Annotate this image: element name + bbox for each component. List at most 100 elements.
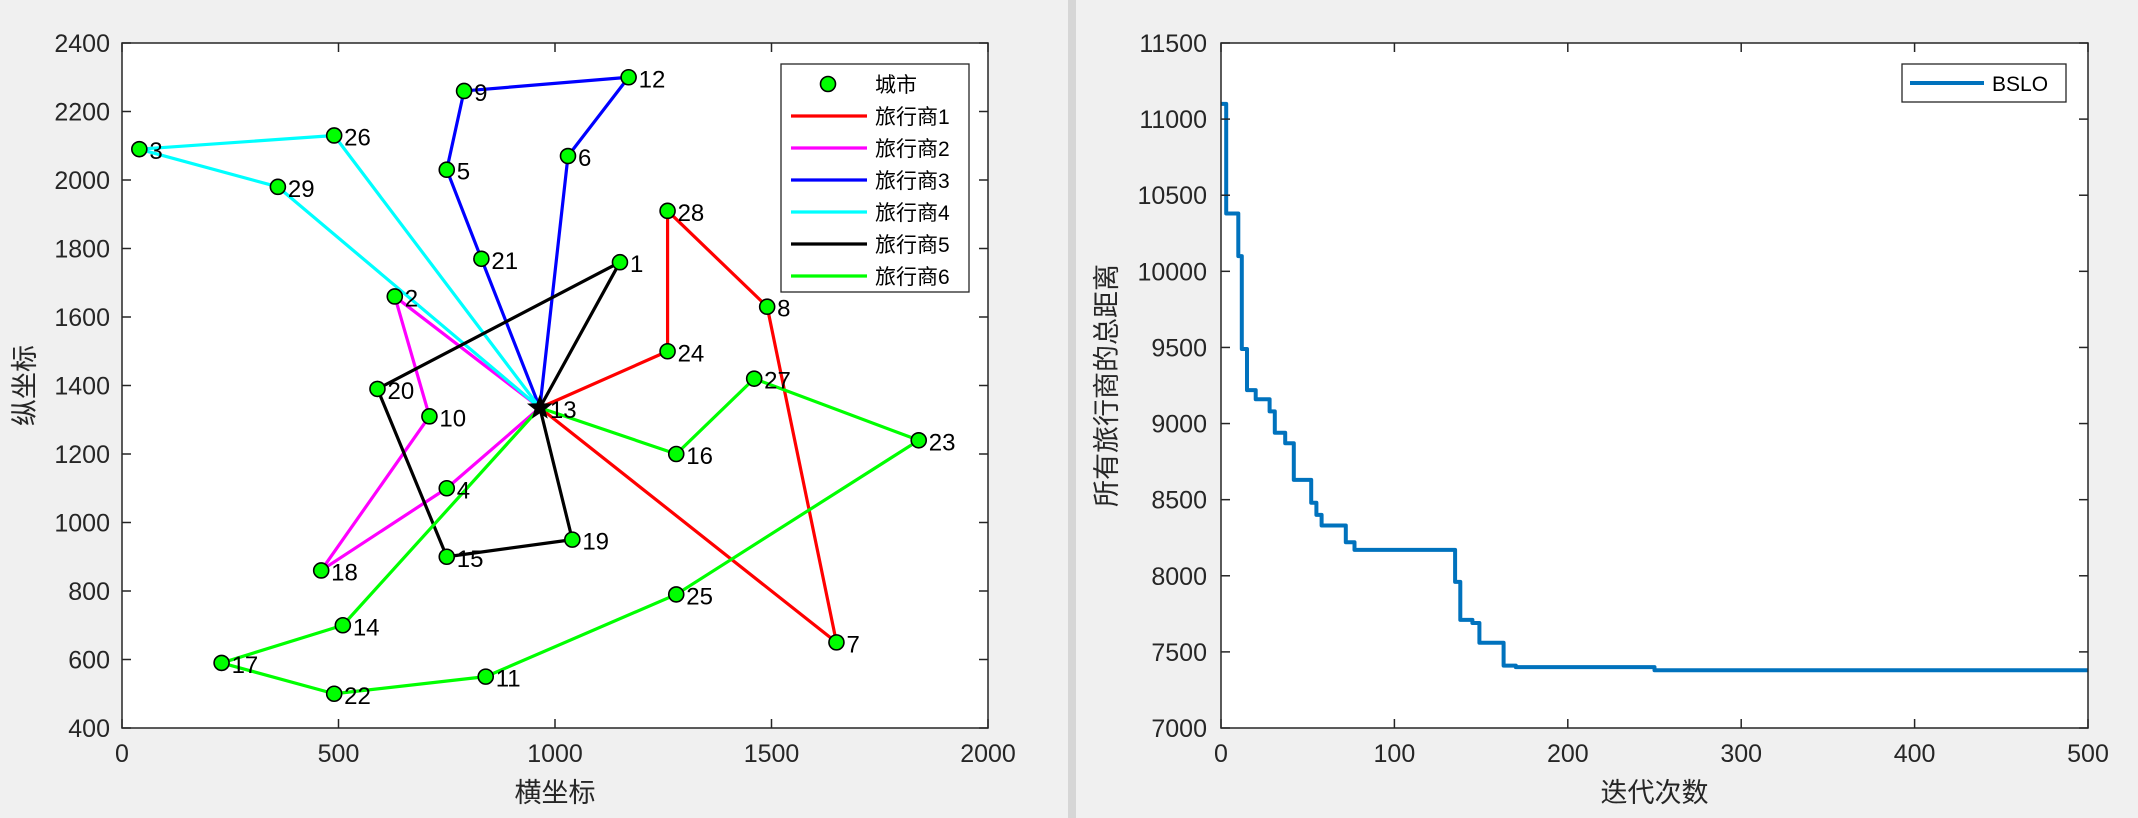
depot-star-marker [527, 394, 553, 419]
x-tick-label: 400 [1894, 740, 1936, 768]
city-marker [611, 253, 629, 271]
city-marker [213, 654, 230, 672]
city-label: 25 [686, 583, 713, 610]
route-line-6 [219, 377, 921, 696]
y-tick-label: 2000 [54, 167, 110, 195]
city-marker [386, 288, 404, 305]
x-tick-label: 500 [2067, 740, 2109, 768]
city-marker [269, 178, 287, 196]
city-marker [659, 342, 676, 360]
city-label: 6 [578, 145, 591, 172]
x-tick-label: 200 [1547, 740, 1589, 768]
y-tick-label: 1200 [54, 441, 110, 469]
y-tick-label: 1800 [54, 236, 110, 264]
x-tick-label: 0 [115, 740, 129, 768]
y-tick-label: 400 [68, 715, 110, 743]
route-line-2 [319, 294, 541, 573]
city-label: 7 [846, 631, 859, 658]
city-label: 11 [496, 666, 521, 693]
city-label: 1 [630, 251, 643, 278]
legend-label: 旅行商1 [875, 106, 950, 129]
y-axis-label: 纵坐标 [10, 345, 40, 426]
y-tick-label: 11000 [1139, 106, 1207, 134]
y-tick-label: 1600 [54, 304, 110, 332]
x-tick-label: 500 [318, 740, 360, 768]
city-label: 21 [491, 248, 518, 275]
y-tick-label: 2200 [54, 99, 110, 127]
city-marker [455, 82, 473, 100]
city-label: 29 [288, 176, 315, 203]
city-marker [659, 202, 676, 220]
x-tick-label: 2000 [960, 740, 1016, 768]
y-tick-label: 10000 [1137, 258, 1207, 286]
city-label: 16 [686, 443, 713, 470]
city-marker [421, 408, 438, 425]
y-tick-label: 600 [68, 647, 110, 675]
y-tick-label: 11500 [1139, 30, 1207, 58]
city-marker [745, 370, 763, 387]
legend-label: 旅行商3 [875, 170, 950, 193]
city-label: 26 [344, 124, 371, 151]
y-tick-label: 8500 [1151, 487, 1207, 515]
city-marker [312, 562, 330, 579]
window-divider[interactable] [1068, 0, 1076, 818]
legend-label: BSLO [1992, 73, 2048, 96]
y-axis-label: 所有旅行商的总距离 [1092, 264, 1122, 507]
tsp-route-plot: 1234567891011121314151617181920212223242… [10, 30, 1016, 808]
x-tick-label: 100 [1374, 740, 1416, 768]
convergence-figure: 0 100 200 300 400 500 7000 7500 8000 8500 9000 9500… [1076, 0, 2138, 818]
city-marker [667, 445, 685, 463]
axes-box [1220, 42, 2089, 729]
city-marker [564, 531, 581, 548]
city-marker [325, 127, 343, 144]
city-marker [477, 668, 495, 685]
city-label: 14 [353, 614, 380, 641]
y-tick-label: 10500 [1137, 182, 1207, 210]
city-label: 18 [331, 559, 358, 586]
y-tick-label: 7500 [1151, 639, 1207, 667]
legend-label: 旅行商2 [875, 138, 950, 161]
y-tick-label: 8000 [1151, 563, 1207, 591]
convergence-plot: 0 100 200 300 400 500 7000 7500 8000 8500 9000 9500… [1092, 30, 2109, 808]
city-label: 8 [777, 296, 790, 323]
legend-marker-cities [819, 75, 837, 93]
y-tick-label: 7000 [1151, 715, 1207, 743]
legend-label: 旅行商5 [875, 234, 950, 257]
bslo-curve [1221, 101, 2088, 673]
city-label: 28 [678, 200, 705, 227]
y-tick-label: 1400 [54, 373, 110, 401]
city-marker [438, 548, 456, 566]
city-marker [559, 147, 577, 165]
city-label: 19 [582, 529, 609, 556]
city-marker [334, 616, 352, 634]
city-label: 5 [457, 159, 470, 186]
x-tick-label: 0 [1214, 740, 1228, 768]
city-label: 17 [232, 652, 259, 679]
city-marker [473, 250, 490, 268]
city-marker [438, 479, 456, 497]
city-label: 9 [474, 80, 487, 107]
city-marker [369, 380, 386, 398]
x-axis-label: 迭代次数 [1601, 778, 1709, 808]
city-label: 15 [457, 546, 484, 573]
city-marker [325, 685, 343, 703]
city-label: 24 [678, 340, 705, 367]
city-marker [438, 161, 456, 179]
city-label: 4 [457, 477, 470, 504]
city-marker [667, 586, 685, 603]
route-line-5 [375, 260, 622, 559]
y-tick-label: 800 [68, 578, 110, 606]
city-label: 13 [550, 397, 577, 424]
plot-area [1221, 43, 2088, 728]
city-marker [828, 634, 845, 651]
legend-label: 旅行商4 [875, 202, 950, 225]
city-label: 22 [344, 683, 371, 710]
city-marker [758, 298, 776, 316]
y-tick-label: 1000 [54, 510, 110, 538]
city-marker [620, 68, 637, 86]
x-axis-label: 横坐标 [515, 778, 596, 808]
y-tick-label: 9500 [1151, 334, 1207, 362]
route-line-1 [538, 209, 839, 644]
city-label: 3 [149, 138, 162, 165]
legend-label: 城市 [875, 74, 917, 97]
